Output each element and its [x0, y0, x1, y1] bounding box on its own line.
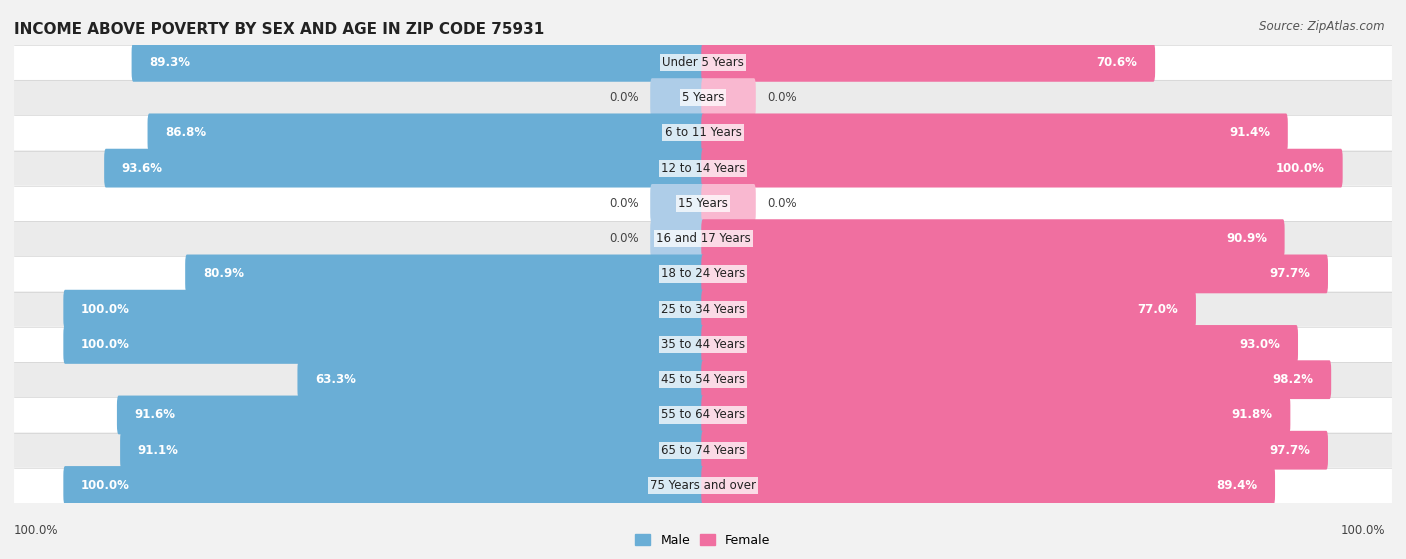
FancyBboxPatch shape [132, 43, 704, 82]
Text: 25 to 34 Years: 25 to 34 Years [661, 302, 745, 316]
FancyBboxPatch shape [14, 186, 1392, 221]
Text: Under 5 Years: Under 5 Years [662, 56, 744, 69]
FancyBboxPatch shape [702, 78, 756, 117]
FancyBboxPatch shape [104, 149, 704, 187]
Text: Source: ZipAtlas.com: Source: ZipAtlas.com [1260, 20, 1385, 32]
Text: 35 to 44 Years: 35 to 44 Years [661, 338, 745, 351]
FancyBboxPatch shape [14, 397, 1392, 433]
FancyBboxPatch shape [298, 361, 704, 399]
FancyBboxPatch shape [702, 325, 1298, 364]
FancyBboxPatch shape [702, 113, 1288, 152]
FancyBboxPatch shape [14, 433, 1392, 468]
FancyBboxPatch shape [702, 184, 756, 223]
FancyBboxPatch shape [650, 219, 704, 258]
FancyBboxPatch shape [702, 254, 1329, 293]
Text: 100.0%: 100.0% [82, 338, 129, 351]
FancyBboxPatch shape [702, 396, 1291, 434]
Text: 91.4%: 91.4% [1229, 126, 1270, 139]
FancyBboxPatch shape [702, 466, 1275, 505]
Text: 80.9%: 80.9% [202, 267, 243, 281]
Text: 86.8%: 86.8% [166, 126, 207, 139]
Text: 89.4%: 89.4% [1216, 479, 1257, 492]
FancyBboxPatch shape [14, 150, 1392, 186]
Text: 93.6%: 93.6% [122, 162, 163, 174]
Text: 45 to 54 Years: 45 to 54 Years [661, 373, 745, 386]
Text: 77.0%: 77.0% [1137, 302, 1178, 316]
Text: 16 and 17 Years: 16 and 17 Years [655, 232, 751, 245]
Text: 91.1%: 91.1% [138, 444, 179, 457]
FancyBboxPatch shape [14, 362, 1392, 397]
Text: 98.2%: 98.2% [1272, 373, 1313, 386]
FancyBboxPatch shape [650, 184, 704, 223]
Text: 90.9%: 90.9% [1226, 232, 1267, 245]
Text: 75 Years and over: 75 Years and over [650, 479, 756, 492]
Text: 89.3%: 89.3% [149, 56, 190, 69]
FancyBboxPatch shape [702, 43, 1156, 82]
Text: 97.7%: 97.7% [1270, 267, 1310, 281]
FancyBboxPatch shape [14, 80, 1392, 115]
Text: 100.0%: 100.0% [82, 302, 129, 316]
FancyBboxPatch shape [14, 256, 1392, 292]
FancyBboxPatch shape [14, 45, 1392, 80]
Text: 0.0%: 0.0% [610, 232, 640, 245]
Text: 100.0%: 100.0% [1340, 524, 1385, 537]
FancyBboxPatch shape [63, 290, 704, 329]
Text: 0.0%: 0.0% [610, 197, 640, 210]
Text: 6 to 11 Years: 6 to 11 Years [665, 126, 741, 139]
FancyBboxPatch shape [702, 431, 1329, 470]
Legend: Male, Female: Male, Female [630, 529, 776, 552]
FancyBboxPatch shape [63, 325, 704, 364]
Text: 15 Years: 15 Years [678, 197, 728, 210]
FancyBboxPatch shape [702, 149, 1343, 187]
FancyBboxPatch shape [14, 292, 1392, 327]
FancyBboxPatch shape [63, 466, 704, 505]
FancyBboxPatch shape [148, 113, 704, 152]
Text: 93.0%: 93.0% [1240, 338, 1281, 351]
Text: 12 to 14 Years: 12 to 14 Years [661, 162, 745, 174]
Text: 70.6%: 70.6% [1097, 56, 1137, 69]
FancyBboxPatch shape [186, 254, 704, 293]
FancyBboxPatch shape [702, 361, 1331, 399]
Text: 55 to 64 Years: 55 to 64 Years [661, 409, 745, 421]
Text: 97.7%: 97.7% [1270, 444, 1310, 457]
FancyBboxPatch shape [702, 219, 1285, 258]
Text: 5 Years: 5 Years [682, 91, 724, 104]
Text: 100.0%: 100.0% [82, 479, 129, 492]
FancyBboxPatch shape [702, 290, 1197, 329]
FancyBboxPatch shape [117, 396, 704, 434]
Text: 18 to 24 Years: 18 to 24 Years [661, 267, 745, 281]
FancyBboxPatch shape [14, 115, 1392, 150]
FancyBboxPatch shape [14, 468, 1392, 503]
FancyBboxPatch shape [14, 221, 1392, 256]
FancyBboxPatch shape [14, 327, 1392, 362]
Text: 91.6%: 91.6% [135, 409, 176, 421]
Text: 0.0%: 0.0% [766, 197, 796, 210]
FancyBboxPatch shape [120, 431, 704, 470]
Text: 100.0%: 100.0% [14, 524, 59, 537]
Text: 91.8%: 91.8% [1232, 409, 1272, 421]
Text: 0.0%: 0.0% [766, 91, 796, 104]
Text: 63.3%: 63.3% [315, 373, 356, 386]
Text: 0.0%: 0.0% [610, 91, 640, 104]
Text: 65 to 74 Years: 65 to 74 Years [661, 444, 745, 457]
Text: INCOME ABOVE POVERTY BY SEX AND AGE IN ZIP CODE 75931: INCOME ABOVE POVERTY BY SEX AND AGE IN Z… [14, 22, 544, 36]
FancyBboxPatch shape [650, 78, 704, 117]
Text: 100.0%: 100.0% [1277, 162, 1324, 174]
